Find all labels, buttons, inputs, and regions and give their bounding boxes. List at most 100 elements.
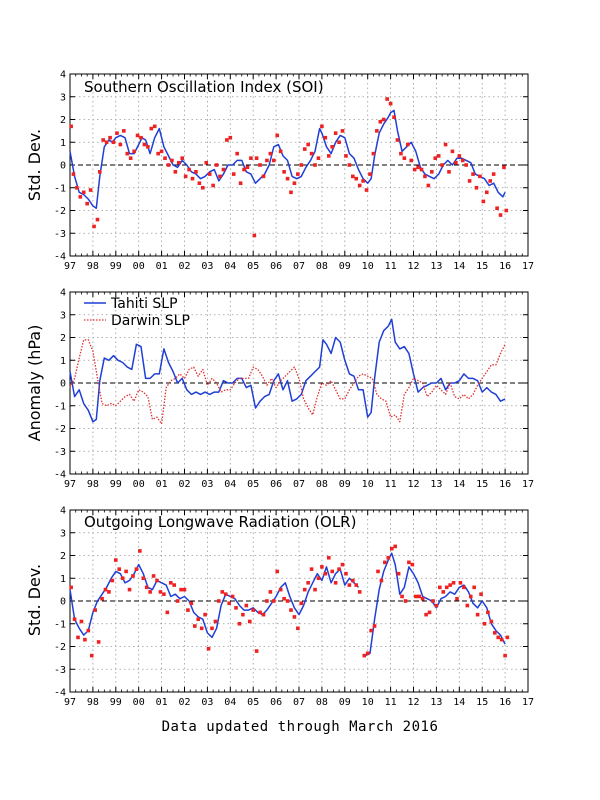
olr-x-tick-label: 01 <box>156 697 168 708</box>
olr-data-point <box>210 626 214 631</box>
soi-data-point <box>299 163 304 167</box>
soi-data-point <box>333 131 338 135</box>
olr-data-point <box>376 569 380 574</box>
olr-data-point <box>144 585 149 590</box>
olr-data-point <box>158 590 163 594</box>
soi-data-point <box>385 97 389 101</box>
soi-x-tick-label: 17 <box>522 261 534 272</box>
slp-y-tick-label: -4 <box>54 470 66 481</box>
olr-data-point <box>362 653 367 658</box>
olr-y-tick-label: -4 <box>54 688 66 699</box>
olr-data-point <box>389 546 394 551</box>
olr-data-point <box>69 585 73 590</box>
soi-x-tick-label: 97 <box>64 261 76 272</box>
soi-data-point <box>97 170 102 174</box>
soi-data-point <box>272 158 276 163</box>
soi-y-tick-label: -2 <box>54 206 66 217</box>
soi-data-point <box>221 167 226 172</box>
slp-plot-area: 97 98 99 00 01 02 03 04 05 06 07 08 09 10 11 12 13 14 15 16… <box>54 288 534 491</box>
olr-data-point <box>337 567 341 571</box>
olr-data-point <box>499 637 504 642</box>
olr-data-point <box>168 581 173 585</box>
soi-data-point <box>399 151 403 156</box>
soi-data-point <box>464 163 468 167</box>
olr-data-point <box>230 594 235 599</box>
soi-data-point <box>278 149 283 154</box>
soi-data-point <box>354 176 359 181</box>
olr-data-point <box>100 596 104 601</box>
slp-panel: 97 98 99 00 01 02 03 04 05 06 07 08 09 10 11 12 13 14 15 16… <box>25 288 534 491</box>
soi-data-point <box>149 126 154 131</box>
soi-data-point <box>122 129 126 133</box>
slp-darwin-slp-line <box>69 339 506 425</box>
soi-y-axis-label: Std. Dev. <box>25 129 44 201</box>
soi-data-point <box>135 133 140 138</box>
olr-data-point <box>275 569 280 574</box>
soi-data-point <box>211 183 215 188</box>
olr-data-point <box>351 578 355 583</box>
olr-data-point <box>141 576 146 581</box>
olr-data-point <box>96 640 101 644</box>
soi-data-point <box>252 233 257 238</box>
slp-y-tick-label: 0 <box>60 379 66 390</box>
olr-x-tick-label: 02 <box>178 697 190 708</box>
olr-data-point <box>196 617 201 621</box>
olr-x-tick-label: 97 <box>64 697 76 708</box>
soi-data-point <box>152 124 157 129</box>
slp-x-tick-label: 98 <box>87 479 99 490</box>
soi-data-point <box>118 142 123 147</box>
soi-data-point <box>170 158 174 163</box>
olr-plot-area: 97 98 99 00 01 02 03 04 05 06 07 08 09 10 11 12 13 14 15 16… <box>54 506 534 709</box>
olr-data-point <box>320 565 324 569</box>
soi-x-tick-label: 01 <box>156 261 168 272</box>
olr-data-point <box>482 621 487 626</box>
olr-data-point <box>505 635 510 640</box>
olr-x-tick-label: 09 <box>339 697 351 708</box>
olr-data-point <box>282 596 286 601</box>
soi-data-point <box>139 135 143 140</box>
olr-data-point <box>462 585 466 590</box>
olr-data-point <box>326 555 331 560</box>
soi-data-point <box>104 140 109 145</box>
olr-data-point <box>448 583 452 587</box>
olr-data-point <box>175 599 180 603</box>
olr-data-point <box>110 578 115 583</box>
soi-data-point <box>502 165 506 170</box>
soi-y-tick-label: 2 <box>60 115 66 126</box>
soi-panel: 97 98 99 00 01 02 03 04 05 06 07 08 09 10 11 12 13 14 15 16… <box>25 70 534 273</box>
olr-data-point <box>431 599 435 603</box>
soi-data-point <box>292 181 297 185</box>
slp-y-tick-label: -3 <box>54 447 66 458</box>
soi-data-point <box>235 151 239 156</box>
olr-data-point <box>333 581 338 585</box>
soi-data-point <box>78 195 83 199</box>
soi-data-point <box>430 170 434 174</box>
olr-y-tick-label: 3 <box>60 528 66 539</box>
soi-data-point <box>443 142 448 147</box>
soi-data-point <box>433 156 438 160</box>
olr-data-point <box>347 583 352 587</box>
olr-x-tick-label: 03 <box>201 697 213 708</box>
soi-data-point <box>423 174 427 179</box>
soi-data-point <box>368 172 372 176</box>
slp-x-tick-label: 12 <box>407 479 419 490</box>
olr-data-point <box>124 569 128 574</box>
olr-data-point <box>455 596 459 601</box>
slp-x-tick-label: 17 <box>522 479 534 490</box>
olr-y-tick-label: -3 <box>54 665 66 676</box>
soi-data-point <box>176 160 181 165</box>
olr-x-tick-label: 00 <box>133 697 145 708</box>
olr-data-point <box>223 592 228 596</box>
slp-y-axis-label: Anomaly (hPa) <box>25 325 44 442</box>
olr-data-point <box>165 610 170 615</box>
olr-x-tick-label: 04 <box>224 697 236 708</box>
soi-data-point <box>258 163 262 167</box>
soi-data-point <box>115 131 119 135</box>
olr-data-point <box>379 578 384 583</box>
soi-x-tick-label: 11 <box>385 261 397 272</box>
olr-data-point <box>268 590 273 594</box>
soi-x-tick-label: 99 <box>110 261 122 272</box>
soi-data-point <box>412 167 417 172</box>
soi-data-point <box>261 174 266 179</box>
soi-data-point <box>218 174 222 179</box>
